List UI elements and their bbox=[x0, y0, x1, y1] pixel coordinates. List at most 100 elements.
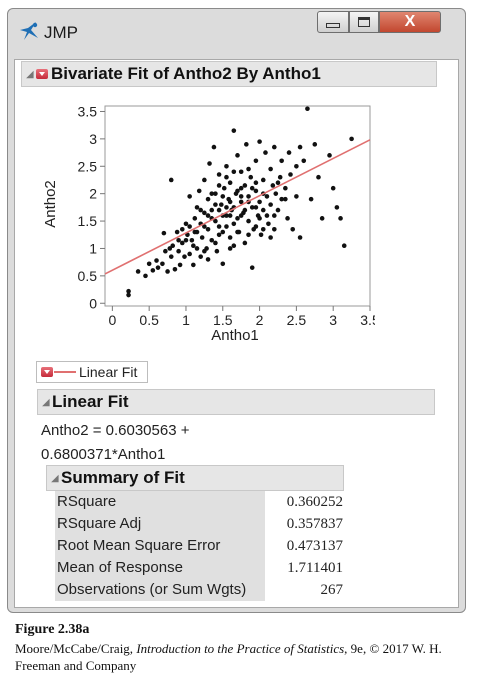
data-point bbox=[202, 210, 207, 216]
data-point bbox=[257, 139, 262, 144]
summary-outline-header[interactable]: ◢ Summary of Fit bbox=[46, 465, 344, 491]
data-point bbox=[257, 216, 262, 221]
fit-equation-line2: 0.6800371*Antho1 bbox=[41, 446, 166, 463]
data-point bbox=[205, 226, 211, 232]
data-point bbox=[161, 230, 167, 236]
summary-disclosure-icon[interactable]: ◢ bbox=[51, 472, 59, 483]
data-point bbox=[220, 229, 226, 235]
linear-fit-disclosure-icon[interactable]: ◢ bbox=[42, 396, 50, 407]
legend-red-triangle-icon[interactable] bbox=[41, 367, 53, 377]
data-point bbox=[238, 185, 244, 191]
data-point bbox=[249, 185, 255, 191]
data-point bbox=[224, 174, 229, 180]
data-point bbox=[213, 218, 218, 224]
x-tick-label: 2.5 bbox=[287, 312, 307, 328]
data-point bbox=[194, 229, 200, 235]
data-point bbox=[216, 207, 222, 213]
data-point bbox=[211, 144, 217, 150]
data-point bbox=[258, 232, 264, 238]
stat-value: 0.473137 bbox=[286, 537, 343, 554]
data-point bbox=[167, 246, 173, 251]
data-point bbox=[290, 226, 296, 232]
data-point bbox=[273, 191, 279, 196]
data-point bbox=[260, 207, 266, 213]
data-point bbox=[238, 213, 244, 218]
data-point bbox=[168, 254, 174, 259]
linear-fit-legend[interactable]: Linear Fit bbox=[36, 361, 148, 383]
data-point bbox=[155, 265, 161, 270]
data-point bbox=[279, 158, 284, 164]
minimize-icon bbox=[326, 22, 340, 28]
close-button[interactable]: X bbox=[379, 11, 441, 33]
data-points bbox=[126, 106, 354, 298]
data-point bbox=[238, 169, 244, 175]
data-point bbox=[253, 158, 259, 164]
data-point bbox=[260, 226, 266, 232]
data-point bbox=[216, 232, 222, 238]
data-point bbox=[150, 268, 156, 273]
data-point bbox=[242, 183, 248, 188]
data-point bbox=[227, 235, 233, 240]
data-point bbox=[227, 213, 233, 218]
y-tick-label: 3.5 bbox=[78, 103, 98, 119]
x-tick-label: 0.5 bbox=[139, 312, 159, 328]
maximize-button[interactable] bbox=[349, 11, 379, 33]
data-point bbox=[286, 150, 292, 155]
report-area: ◢ Bivariate Fit of Antho2 By Antho1 Anth… bbox=[14, 59, 459, 608]
data-point bbox=[238, 199, 244, 205]
data-point bbox=[191, 262, 196, 268]
data-point bbox=[202, 224, 207, 229]
data-point bbox=[301, 158, 307, 164]
data-point bbox=[192, 216, 198, 221]
legend-line-swatch bbox=[54, 371, 76, 373]
x-tick-label: 1 bbox=[182, 312, 190, 328]
data-point bbox=[308, 196, 314, 202]
linear-fit-outline-header[interactable]: ◢ Linear Fit bbox=[37, 389, 435, 415]
data-point bbox=[205, 257, 211, 262]
jmp-logo-icon bbox=[20, 22, 38, 40]
stat-value: 267 bbox=[320, 581, 344, 598]
title-bar[interactable]: JMP X bbox=[8, 9, 465, 57]
bivariate-outline-header[interactable]: ◢ Bivariate Fit of Antho2 By Antho1 bbox=[21, 61, 437, 87]
data-point bbox=[182, 254, 187, 259]
red-triangle-menu-icon[interactable] bbox=[36, 69, 48, 79]
data-point bbox=[187, 224, 192, 229]
data-point bbox=[268, 235, 273, 240]
data-point bbox=[257, 199, 262, 205]
data-point bbox=[216, 183, 222, 188]
data-point bbox=[268, 166, 273, 172]
data-point bbox=[224, 205, 229, 210]
data-point bbox=[177, 262, 183, 268]
data-point bbox=[253, 180, 259, 186]
data-point bbox=[227, 180, 233, 186]
summary-table: RSquare 0.360252 RSquare Adj 0.357837 Root… bbox=[55, 491, 345, 608]
data-point bbox=[207, 161, 212, 166]
y-tick-label: 2 bbox=[89, 186, 97, 202]
data-point bbox=[183, 221, 189, 227]
data-point bbox=[272, 144, 277, 150]
data-point bbox=[163, 248, 168, 254]
disclosure-triangle-icon[interactable]: ◢ bbox=[26, 68, 34, 79]
y-tick-label: 0.5 bbox=[78, 268, 98, 284]
close-icon: X bbox=[404, 13, 416, 30]
data-point bbox=[165, 269, 170, 274]
maximize-icon bbox=[358, 17, 370, 27]
data-point bbox=[176, 248, 181, 254]
linear-fit-title: Linear Fit bbox=[52, 392, 129, 411]
summary-title: Summary of Fit bbox=[61, 468, 185, 487]
data-point bbox=[213, 191, 218, 196]
data-point bbox=[312, 142, 318, 147]
data-point bbox=[191, 243, 196, 249]
minimize-button[interactable] bbox=[317, 11, 349, 33]
data-point bbox=[199, 235, 205, 240]
x-tick-label: 1.5 bbox=[213, 312, 233, 328]
data-point bbox=[205, 213, 211, 218]
y-tick-label: 1 bbox=[89, 240, 97, 256]
next-outline-stub bbox=[55, 607, 243, 608]
data-point bbox=[174, 229, 180, 235]
data-point bbox=[224, 224, 229, 229]
data-point bbox=[334, 205, 340, 210]
data-point bbox=[235, 153, 240, 158]
scatter-plot: Antho2 Antho1 0 0.5 1 1.5 2 2.5 3 3.5 0 0.5 1 1.5 2 2… bbox=[42, 103, 375, 342]
data-point bbox=[231, 169, 237, 175]
